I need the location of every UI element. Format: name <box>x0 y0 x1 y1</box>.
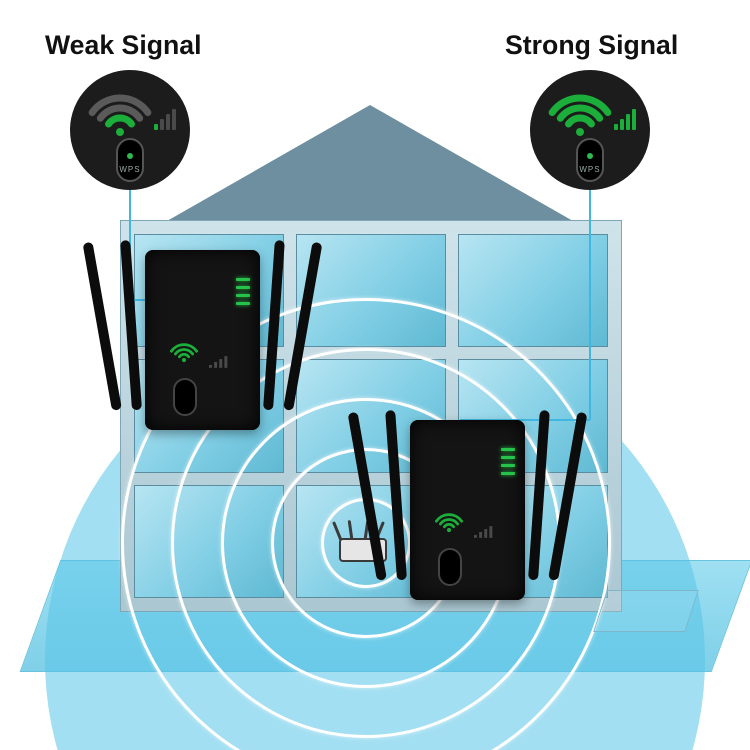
wps-button: WPS <box>116 138 144 182</box>
patio-furniture <box>593 590 699 632</box>
connector-line <box>589 190 591 420</box>
led-icon <box>236 278 250 281</box>
strong-signal-label: Strong Signal <box>505 30 678 61</box>
house-room <box>134 485 284 598</box>
led-icon <box>236 294 250 297</box>
extender-antenna <box>385 410 407 580</box>
signal-bars-icon <box>209 354 231 370</box>
wifi-extender-left <box>120 220 295 430</box>
extender-leds <box>236 278 250 305</box>
signal-bars-icon <box>474 524 496 540</box>
wps-led-icon <box>127 153 133 159</box>
strong-signal-badge: WPS <box>530 70 650 190</box>
extender-antenna <box>263 240 285 410</box>
extender-leds <box>501 448 515 475</box>
weak-signal-label: Weak Signal <box>45 30 202 61</box>
wifi-extender-right <box>385 390 560 600</box>
wps-label: WPS <box>579 165 600 174</box>
wifi-icon <box>428 502 470 544</box>
extender-antenna <box>120 240 142 410</box>
house-roof <box>160 105 580 225</box>
extender-wps-button <box>438 548 462 586</box>
infographic-stage: Weak Signal Strong Signal WPS WPS <box>0 0 750 750</box>
weak-signal-badge: WPS <box>70 70 190 190</box>
house-room <box>458 234 608 347</box>
extender-antenna <box>83 242 122 411</box>
led-icon <box>501 472 515 475</box>
extender-body <box>410 420 525 600</box>
extender-antenna <box>528 410 550 580</box>
extender-body <box>145 250 260 430</box>
led-icon <box>236 286 250 289</box>
led-icon <box>501 448 515 451</box>
extender-wps-button <box>173 378 197 416</box>
wifi-icon <box>163 332 205 374</box>
led-icon <box>501 464 515 467</box>
led-icon <box>501 456 515 459</box>
wps-led-icon <box>587 153 593 159</box>
wps-label: WPS <box>119 165 140 174</box>
led-icon <box>236 302 250 305</box>
wps-button: WPS <box>576 138 604 182</box>
